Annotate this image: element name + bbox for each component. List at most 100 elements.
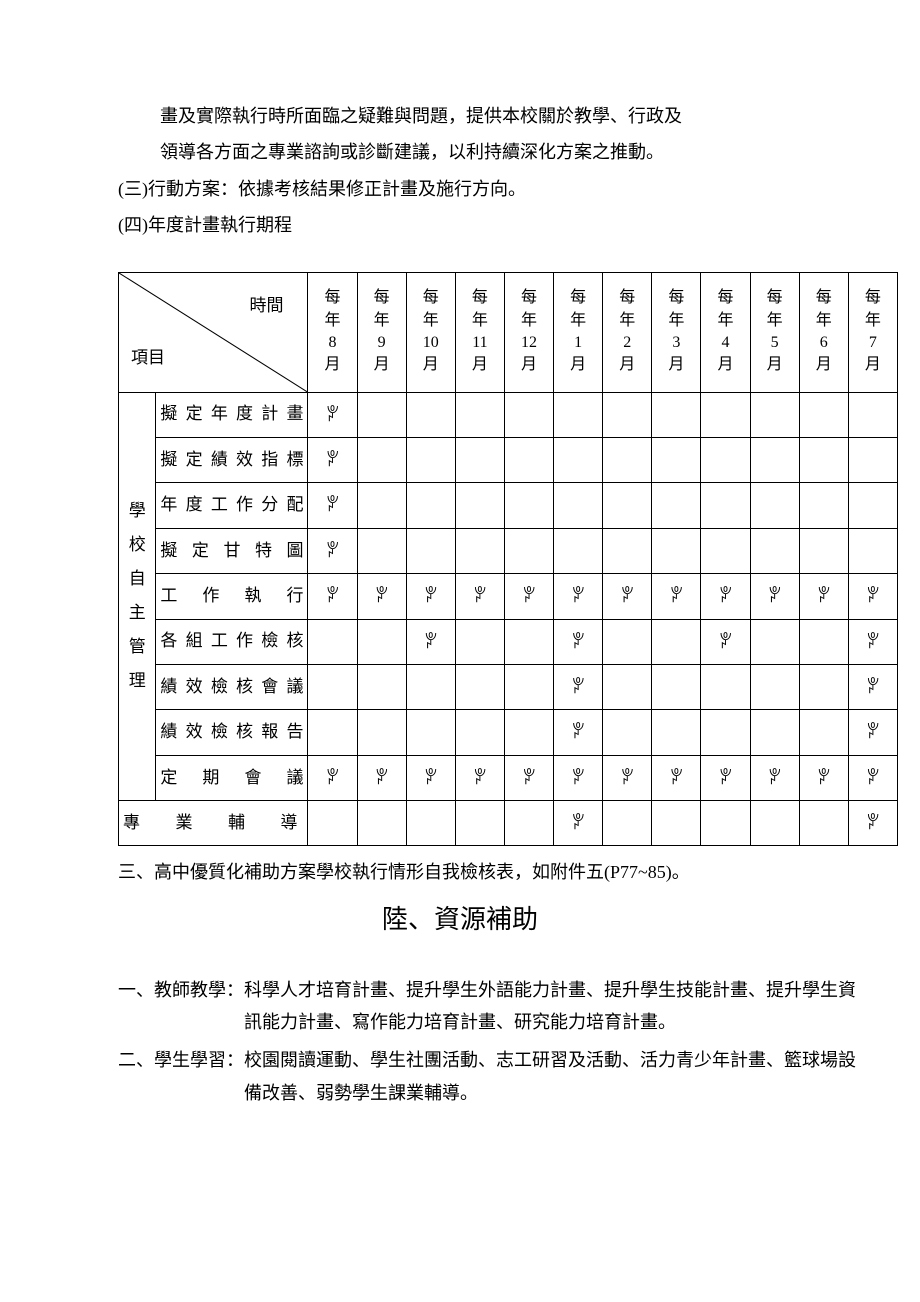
mark-cell	[848, 528, 897, 573]
mark-cell	[308, 619, 357, 664]
month-header-0: 每年8月	[308, 272, 357, 392]
month-header-9: 每年5月	[750, 272, 799, 392]
table-row: 擬定甘特圖ꐕ	[119, 528, 898, 573]
table-row: 績效檢核報告ꐕꐕ	[119, 710, 898, 755]
month-header-7: 每年3月	[652, 272, 701, 392]
mark-cell	[455, 437, 504, 482]
mark-cell	[357, 437, 406, 482]
mark-cell	[750, 437, 799, 482]
mark-cell	[652, 664, 701, 709]
month-header-1: 每年9月	[357, 272, 406, 392]
row-label: 工作執行	[156, 574, 308, 619]
mark-cell: ꐕ	[848, 710, 897, 755]
mark-cell: ꐕ	[455, 574, 504, 619]
mark-cell	[603, 801, 652, 846]
mark-cell	[554, 437, 603, 482]
mark-cell: ꐕ	[701, 574, 750, 619]
table-row: 績效檢核會議ꐕꐕ	[119, 664, 898, 709]
mark-cell	[455, 619, 504, 664]
mark-cell	[701, 483, 750, 528]
mark-cell	[308, 664, 357, 709]
diag-time-label: 時間	[249, 291, 283, 322]
month-header-3: 每年11月	[455, 272, 504, 392]
mark-cell	[308, 710, 357, 755]
mark-cell: ꐕ	[848, 619, 897, 664]
row-label: 擬定績效指標	[156, 437, 308, 482]
mark-cell	[406, 528, 455, 573]
mark-cell	[652, 483, 701, 528]
mark-cell: ꐕ	[848, 801, 897, 846]
mark-cell: ꐕ	[308, 437, 357, 482]
table-row: 學校自主管理擬定年度計畫ꐕ	[119, 392, 898, 437]
mark-cell: ꐕ	[504, 574, 553, 619]
mark-cell	[308, 801, 357, 846]
mark-cell	[799, 710, 848, 755]
mark-cell	[554, 528, 603, 573]
mark-cell	[652, 392, 701, 437]
diagonal-header: 時間 項目	[119, 272, 308, 392]
mark-cell	[603, 437, 652, 482]
table-row: 工作執行ꐕꐕꐕꐕꐕꐕꐕꐕꐕꐕꐕꐕ	[119, 574, 898, 619]
row-label: 擬定年度計畫	[156, 392, 308, 437]
mark-cell	[799, 437, 848, 482]
mark-cell	[799, 801, 848, 846]
mark-cell: ꐕ	[701, 755, 750, 800]
mark-cell	[848, 483, 897, 528]
mark-cell	[455, 528, 504, 573]
list-content-1: 科學人才培育計畫、提升學生外語能力計畫、提升學生技能計畫、提升學生資訊能力計畫、…	[244, 974, 860, 1039]
group-label: 學校自主管理	[119, 392, 156, 801]
mark-cell: ꐕ	[799, 755, 848, 800]
row-label: 擬定甘特圖	[156, 528, 308, 573]
list-content-2: 校園閱讀運動、學生社團活動、志工研習及活動、活力青少年計畫、籃球場設備改善、弱勢…	[244, 1044, 860, 1109]
mark-cell	[848, 437, 897, 482]
table-row: 定期會議ꐕꐕꐕꐕꐕꐕꐕꐕꐕꐕꐕꐕ	[119, 755, 898, 800]
mark-cell	[504, 619, 553, 664]
mark-cell	[406, 483, 455, 528]
mark-cell	[750, 664, 799, 709]
mark-cell: ꐕ	[308, 574, 357, 619]
mark-cell	[357, 619, 406, 664]
mark-cell: ꐕ	[554, 801, 603, 846]
mark-cell	[504, 483, 553, 528]
mark-cell	[603, 528, 652, 573]
mark-cell	[455, 710, 504, 755]
mark-cell	[750, 528, 799, 573]
table-row: 專業輔導 ꐕ ꐕ	[119, 801, 898, 846]
mark-cell	[504, 392, 553, 437]
mark-cell: ꐕ	[406, 619, 455, 664]
mark-cell	[406, 437, 455, 482]
mark-cell	[652, 619, 701, 664]
mark-cell	[406, 710, 455, 755]
table-row: 擬定績效指標ꐕ	[119, 437, 898, 482]
mark-cell: ꐕ	[406, 755, 455, 800]
mark-cell	[504, 710, 553, 755]
mark-cell	[455, 392, 504, 437]
mark-cell	[504, 437, 553, 482]
month-header-6: 每年2月	[603, 272, 652, 392]
mark-cell	[652, 528, 701, 573]
mark-cell	[750, 801, 799, 846]
table-header-row: 時間 項目 每年8月每年9月每年10月每年11月每年12月每年1月每年2月每年3…	[119, 272, 898, 392]
mark-cell	[504, 801, 553, 846]
mark-cell	[750, 619, 799, 664]
mark-cell	[848, 392, 897, 437]
mark-cell	[799, 619, 848, 664]
mark-cell	[701, 664, 750, 709]
mark-cell	[554, 392, 603, 437]
section-title: 陸、資源補助	[60, 897, 860, 944]
mark-cell: ꐕ	[848, 664, 897, 709]
note-line: 三、高中優質化補助方案學校執行情形自我檢核表，如附件五(P77~85)。	[118, 856, 860, 888]
mark-cell	[554, 483, 603, 528]
mark-cell	[455, 664, 504, 709]
mark-cell	[357, 528, 406, 573]
mark-cell: ꐕ	[652, 574, 701, 619]
row-label: 績效檢核會議	[156, 664, 308, 709]
item-three: (三)行動方案：依據考核結果修正計畫及施行方向。	[118, 173, 860, 205]
mark-cell	[701, 437, 750, 482]
mark-cell	[504, 664, 553, 709]
table-body: 學校自主管理擬定年度計畫ꐕ擬定績效指標ꐕ年度工作分配ꐕ擬定甘特圖ꐕ工作執行ꐕꐕꐕ…	[119, 392, 898, 846]
mark-cell: ꐕ	[750, 755, 799, 800]
month-header-2: 每年10月	[406, 272, 455, 392]
bottom-row-label: 專業輔導	[119, 801, 308, 846]
mark-cell: ꐕ	[308, 528, 357, 573]
